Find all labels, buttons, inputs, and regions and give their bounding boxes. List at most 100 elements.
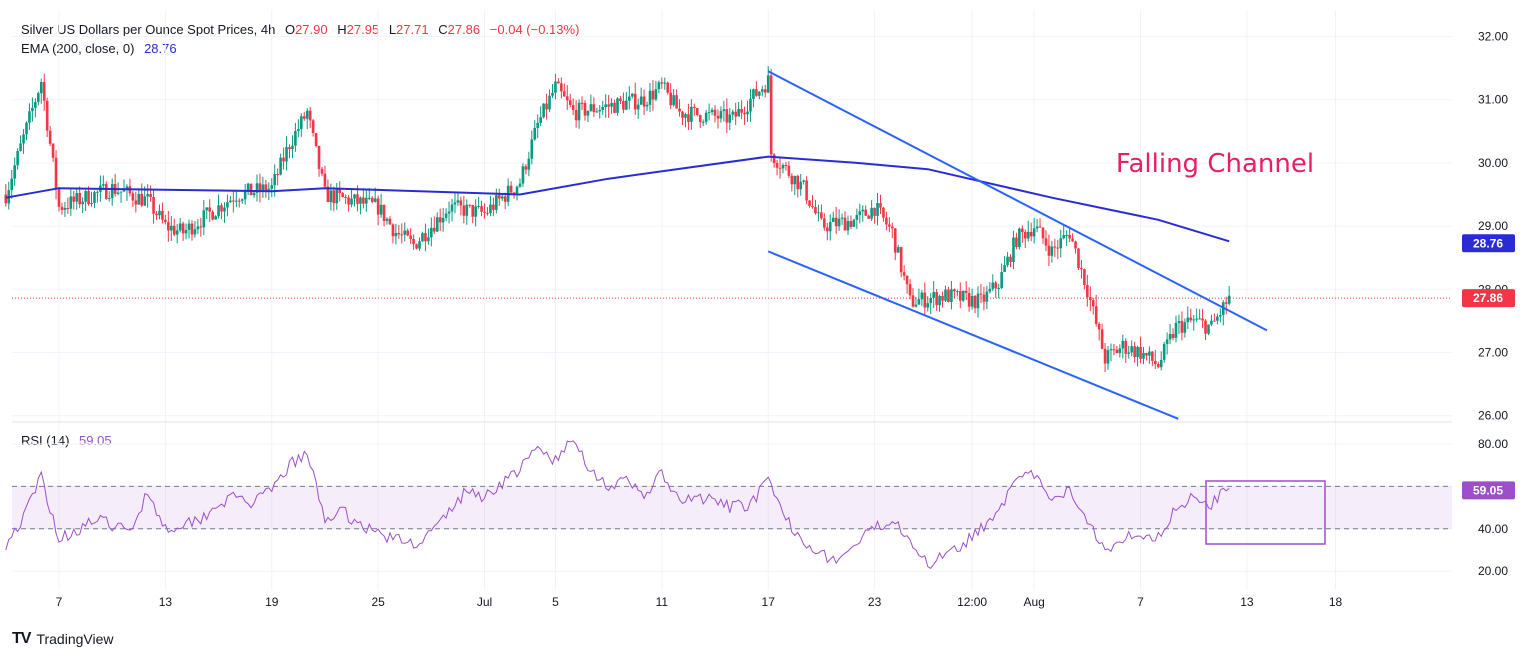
candle-body	[300, 116, 303, 130]
candle	[1065, 230, 1068, 246]
candle-body	[63, 207, 67, 210]
candle-body	[341, 193, 344, 197]
candle-body	[370, 197, 374, 202]
candle-body	[382, 204, 386, 221]
candle	[28, 103, 31, 131]
candle-body	[905, 275, 909, 285]
candle	[1142, 346, 1145, 365]
candle-body	[152, 196, 155, 214]
candle-body	[956, 291, 959, 293]
candle	[663, 77, 667, 90]
candle-body	[731, 111, 735, 115]
candle-body	[1216, 316, 1219, 321]
candle-body	[997, 287, 1000, 289]
candle-body	[950, 289, 953, 302]
candle	[586, 110, 590, 123]
candle-body	[577, 102, 581, 121]
candle-body	[760, 89, 764, 92]
candle-body	[1198, 318, 1201, 320]
candle-body	[367, 197, 371, 199]
time-tick-label: 7	[56, 595, 63, 609]
candle	[681, 110, 684, 126]
candle-body	[1154, 360, 1157, 365]
candle-body	[953, 289, 956, 292]
candle	[633, 82, 637, 115]
candle	[169, 215, 173, 241]
candle-body	[69, 196, 73, 209]
candle	[305, 108, 309, 129]
candle-body	[229, 200, 232, 203]
candle	[31, 97, 34, 122]
candle-body	[90, 203, 93, 205]
candle	[837, 209, 841, 231]
candle-body	[879, 203, 882, 208]
candle	[1219, 308, 1222, 323]
candle	[563, 83, 566, 97]
candle	[397, 225, 401, 239]
candle	[1083, 268, 1086, 290]
candle-body	[273, 174, 277, 186]
candle	[276, 168, 279, 186]
candle	[1198, 309, 1201, 320]
ema-legend: EMA (200, close, 0) 28.76	[21, 41, 177, 56]
candle	[93, 190, 96, 209]
candle-body	[131, 193, 135, 201]
candle-body	[891, 226, 894, 229]
candle	[465, 199, 469, 225]
candle-body	[639, 96, 643, 105]
candle-body	[1088, 297, 1092, 301]
candle-body	[497, 195, 501, 199]
candle	[722, 100, 726, 122]
candle	[226, 194, 229, 217]
candle	[914, 297, 918, 308]
candle	[379, 193, 383, 218]
candle	[509, 181, 513, 194]
candle-body	[864, 209, 868, 216]
candle-body	[1171, 333, 1175, 338]
tradingview-branding[interactable]: TV TradingView	[12, 630, 114, 648]
candle	[184, 223, 188, 240]
candle	[746, 100, 749, 122]
candle-body	[521, 166, 525, 184]
candle-body	[1100, 329, 1104, 349]
candle	[323, 165, 327, 189]
candle	[258, 173, 262, 203]
candle-body	[237, 200, 241, 202]
candle-body	[1127, 352, 1131, 354]
candle	[716, 109, 720, 129]
candle-body	[10, 178, 14, 191]
candle	[300, 113, 303, 137]
rsi-highlight-box	[1205, 480, 1326, 545]
candle-body	[102, 184, 105, 186]
ema-badge-bg	[1462, 234, 1515, 253]
candle-body	[1006, 256, 1009, 266]
candle-body	[486, 212, 489, 214]
candle-body	[613, 102, 616, 113]
candle	[246, 182, 250, 196]
candle	[232, 191, 235, 213]
candle-body	[923, 292, 927, 308]
candle	[158, 204, 161, 220]
candle-body	[805, 180, 808, 201]
candle	[604, 94, 607, 118]
falling-channel-label: Falling Channel	[1116, 149, 1314, 179]
candle	[855, 208, 859, 229]
candle	[134, 191, 138, 213]
candle	[152, 188, 155, 224]
candle	[636, 98, 640, 119]
candle-body	[1189, 317, 1193, 321]
candle-body	[149, 194, 152, 197]
candle-body	[1077, 248, 1080, 268]
candle	[1151, 351, 1154, 367]
candle	[778, 156, 782, 179]
candle	[164, 214, 167, 225]
candle	[917, 288, 921, 305]
candle-body	[400, 234, 404, 236]
candle-body	[483, 211, 486, 213]
candle	[574, 100, 578, 128]
candle	[332, 186, 336, 212]
candle-body	[539, 117, 542, 123]
candle-body	[1165, 339, 1169, 344]
candle	[666, 81, 670, 95]
